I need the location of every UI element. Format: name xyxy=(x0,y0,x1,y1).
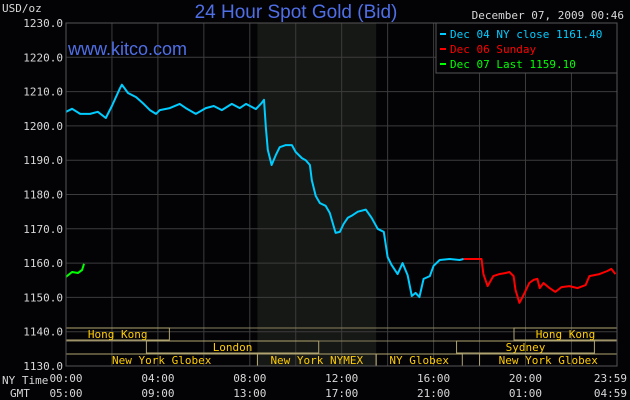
x-row-label-gmt: GMT xyxy=(10,387,30,400)
legend-entry: Dec 06 Sunday xyxy=(450,43,536,56)
series-line xyxy=(463,258,617,304)
x-tick-label-ny: 12:00 xyxy=(325,372,358,385)
x-tick-label-ny: 16:00 xyxy=(417,372,450,385)
session-label: Hong Kong xyxy=(536,328,596,341)
x-tick-label-ny: 23:59 xyxy=(594,372,627,385)
legend-box xyxy=(435,22,618,74)
session-label: New York Globex xyxy=(112,354,212,367)
x-tick-label-gmt: 04:59 xyxy=(594,387,627,400)
x-tick-label-gmt: 09:00 xyxy=(141,387,174,400)
x-tick-label-gmt: 13:00 xyxy=(233,387,266,400)
x-tick-label-ny: 00:00 xyxy=(49,372,82,385)
y-tick-label: 1190.0 xyxy=(23,154,63,167)
legend-entry: Dec 07 Last 1159.10 xyxy=(450,58,576,71)
session-label: Hong Kong xyxy=(88,328,148,341)
y-axis-label: USD/oz xyxy=(2,2,42,15)
session-box xyxy=(456,340,595,354)
x-tick-label-ny: 08:00 xyxy=(233,372,266,385)
session-label: NY Globex xyxy=(389,354,449,367)
session-label: New York Globex xyxy=(499,354,599,367)
legend-entry: Dec 04 NY close 1161.40 xyxy=(450,28,602,41)
watermark: www.kitco.com xyxy=(67,39,187,59)
series-line xyxy=(65,263,85,278)
x-tick-label-gmt: 21:00 xyxy=(417,387,450,400)
session-label: Sydney xyxy=(506,341,546,354)
timestamp: December 07, 2009 00:46 xyxy=(472,9,624,22)
y-tick-label: 1130.0 xyxy=(23,360,63,373)
y-tick-label: 1150.0 xyxy=(23,291,63,304)
y-tick-label: 1220.0 xyxy=(23,51,63,64)
y-tick-label: 1230.0 xyxy=(23,17,63,30)
session-label: London xyxy=(213,341,253,354)
y-tick-label: 1200.0 xyxy=(23,120,63,133)
y-tick-label: 1140.0 xyxy=(23,326,63,339)
plot-border xyxy=(65,22,618,367)
y-tick-label: 1170.0 xyxy=(23,223,63,236)
x-row-label-ny: NY Time xyxy=(2,374,48,387)
y-tick-label: 1180.0 xyxy=(23,189,63,202)
session-box xyxy=(145,340,320,354)
series-line xyxy=(65,83,464,299)
chart-title: 24 Hour Spot Gold (Bid) xyxy=(195,2,398,23)
x-tick-label-gmt: 01:00 xyxy=(509,387,542,400)
x-tick-label-gmt: 05:00 xyxy=(49,387,82,400)
x-tick-label-ny: 20:00 xyxy=(509,372,542,385)
y-tick-label: 1210.0 xyxy=(23,86,63,99)
y-tick-label: 1160.0 xyxy=(23,257,63,270)
session-label: New York NYMEX xyxy=(270,354,363,367)
x-tick-label-ny: 04:00 xyxy=(141,372,174,385)
x-tick-label-gmt: 17:00 xyxy=(325,387,358,400)
